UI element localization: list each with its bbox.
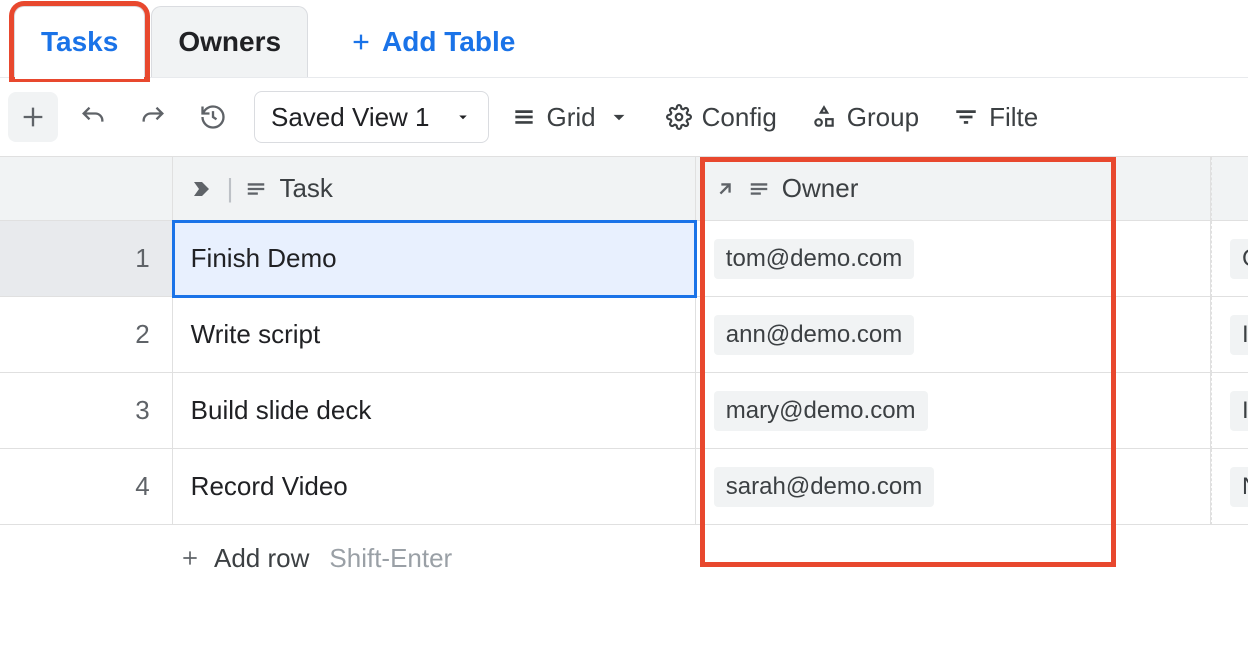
caret-down-icon [454, 108, 472, 126]
extra-chip: N [1230, 467, 1248, 507]
tab-owners[interactable]: Owners [151, 6, 308, 77]
text-lines-icon [748, 178, 770, 200]
task-cell[interactable]: Record Video [173, 449, 696, 525]
filter-button[interactable]: Filte [941, 91, 1050, 143]
add-table-button[interactable]: Add Table [322, 6, 543, 77]
tab-label: Owners [178, 26, 281, 58]
owner-chip: sarah@demo.com [714, 467, 934, 507]
plus-icon [180, 548, 200, 568]
owner-cell[interactable]: sarah@demo.com [696, 449, 1211, 525]
table-row: 4 Record Video sarah@demo.com N [0, 449, 1248, 525]
extra-cell[interactable]: I [1211, 297, 1248, 373]
task-cell[interactable]: Finish Demo [173, 221, 696, 297]
extra-chip: C [1230, 239, 1248, 279]
undo-button[interactable] [68, 92, 118, 142]
redo-icon [139, 103, 167, 131]
tag-icon [191, 177, 215, 201]
row-number: 1 [0, 221, 173, 297]
owner-cell[interactable]: tom@demo.com [696, 221, 1211, 297]
history-button[interactable] [188, 92, 238, 142]
task-cell[interactable]: Build slide deck [173, 373, 696, 449]
add-row-hint: Shift-Enter [329, 543, 452, 574]
grid-header-row: | Task Owner [0, 157, 1248, 221]
grid-view-button[interactable]: Grid [499, 91, 644, 143]
config-button[interactable]: Config [654, 91, 789, 143]
grid-view-label: Grid [547, 102, 596, 133]
toolbar: Saved View 1 Grid Config Group Filte [0, 78, 1248, 150]
table-tabs: Tasks Owners Add Table [0, 0, 1248, 78]
group-icon [811, 104, 837, 130]
saved-view-dropdown[interactable]: Saved View 1 [254, 91, 489, 143]
caret-down-icon [606, 104, 632, 130]
text-lines-icon [245, 178, 267, 200]
saved-view-label: Saved View 1 [271, 102, 430, 133]
config-label: Config [702, 102, 777, 133]
owner-cell[interactable]: mary@demo.com [696, 373, 1211, 449]
extra-chip: I [1230, 391, 1248, 431]
plus-icon [19, 103, 47, 131]
filter-label: Filte [989, 102, 1038, 133]
undo-icon [79, 103, 107, 131]
tab-tasks[interactable]: Tasks [14, 6, 145, 77]
add-row-label: Add row [214, 543, 309, 574]
extra-chip: I [1230, 315, 1248, 355]
table-row: 1 Finish Demo tom@demo.com C [0, 221, 1248, 297]
plus-icon [350, 31, 372, 53]
extra-cell[interactable]: C [1211, 221, 1248, 297]
add-table-label: Add Table [382, 26, 515, 58]
add-row-button[interactable]: Add row Shift-Enter [6, 525, 1248, 591]
column-header-owner[interactable]: Owner [696, 157, 1211, 221]
tab-label: Tasks [41, 26, 118, 58]
owner-chip: ann@demo.com [714, 315, 914, 355]
add-button[interactable] [8, 92, 58, 142]
row-number: 2 [0, 297, 173, 373]
row-number-header [0, 157, 173, 221]
owner-chip: tom@demo.com [714, 239, 914, 279]
owner-cell[interactable]: ann@demo.com [696, 297, 1211, 373]
list-icon [511, 104, 537, 130]
group-label: Group [847, 102, 919, 133]
row-number: 3 [0, 373, 173, 449]
gear-icon [666, 104, 692, 130]
table-row: 2 Write script ann@demo.com I [0, 297, 1248, 373]
column-header-extra[interactable] [1211, 157, 1248, 221]
redo-button[interactable] [128, 92, 178, 142]
extra-cell[interactable]: I [1211, 373, 1248, 449]
filter-icon [953, 104, 979, 130]
owner-chip: mary@demo.com [714, 391, 928, 431]
column-header-task[interactable]: | Task [173, 157, 696, 221]
table-row: 3 Build slide deck mary@demo.com I [0, 373, 1248, 449]
task-cell[interactable]: Write script [173, 297, 696, 373]
history-icon [199, 103, 227, 131]
column-label: Task [279, 173, 332, 204]
link-arrow-icon [714, 178, 736, 200]
column-label: Owner [782, 173, 859, 204]
data-grid: | Task Owner 1 Finish Demo tom@demo.com … [0, 156, 1248, 591]
extra-cell[interactable]: N [1211, 449, 1248, 525]
group-button[interactable]: Group [799, 91, 931, 143]
row-number: 4 [0, 449, 173, 525]
